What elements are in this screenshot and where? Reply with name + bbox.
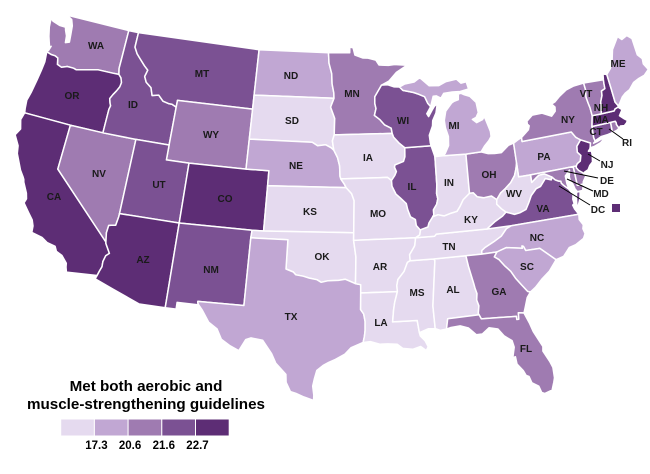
svg-text:NM: NM bbox=[203, 265, 219, 276]
svg-text:DE: DE bbox=[600, 176, 614, 187]
svg-text:SD: SD bbox=[285, 116, 299, 127]
svg-text:WI: WI bbox=[397, 116, 409, 127]
svg-text:OK: OK bbox=[315, 252, 331, 263]
svg-text:AZ: AZ bbox=[136, 255, 149, 266]
svg-text:DC: DC bbox=[591, 205, 605, 216]
svg-text:GA: GA bbox=[492, 287, 507, 298]
svg-text:MA: MA bbox=[593, 115, 609, 126]
svg-text:NE: NE bbox=[289, 161, 303, 172]
svg-text:Met both aerobic and: Met both aerobic and bbox=[70, 378, 223, 395]
svg-text:PA: PA bbox=[537, 152, 550, 163]
svg-text:WA: WA bbox=[88, 41, 104, 52]
svg-text:MT: MT bbox=[195, 69, 209, 80]
svg-text:AR: AR bbox=[373, 262, 388, 273]
svg-text:RI: RI bbox=[622, 138, 632, 149]
svg-text:TN: TN bbox=[442, 242, 455, 253]
svg-text:NC: NC bbox=[530, 233, 544, 244]
svg-text:VT: VT bbox=[580, 89, 593, 100]
svg-text:ME: ME bbox=[611, 59, 626, 70]
svg-text:NY: NY bbox=[561, 115, 575, 126]
svg-text:MS: MS bbox=[410, 288, 425, 299]
svg-text:22.7: 22.7 bbox=[186, 440, 208, 452]
svg-text:NH: NH bbox=[594, 103, 608, 114]
svg-text:MO: MO bbox=[370, 209, 386, 220]
svg-text:SC: SC bbox=[520, 262, 534, 273]
svg-text:MD: MD bbox=[593, 189, 609, 200]
svg-text:CA: CA bbox=[47, 192, 61, 203]
svg-text:KS: KS bbox=[303, 207, 317, 218]
svg-text:NJ: NJ bbox=[601, 160, 614, 171]
svg-text:CO: CO bbox=[218, 194, 233, 205]
svg-text:IA: IA bbox=[363, 153, 373, 164]
svg-text:OR: OR bbox=[65, 91, 81, 102]
svg-text:CT: CT bbox=[589, 127, 602, 138]
svg-text:IN: IN bbox=[444, 178, 454, 189]
svg-text:ND: ND bbox=[284, 71, 298, 82]
svg-text:LA: LA bbox=[374, 318, 387, 329]
svg-text:UT: UT bbox=[152, 180, 165, 191]
svg-text:FL: FL bbox=[520, 344, 532, 355]
svg-text:IL: IL bbox=[408, 182, 417, 193]
svg-text:ID: ID bbox=[128, 100, 138, 111]
svg-text:MN: MN bbox=[344, 89, 360, 100]
svg-text:muscle-strengthening guideline: muscle-strengthening guidelines bbox=[27, 396, 265, 413]
svg-text:OH: OH bbox=[482, 170, 497, 181]
svg-text:MI: MI bbox=[448, 121, 459, 132]
svg-text:VA: VA bbox=[536, 204, 549, 215]
svg-text:KY: KY bbox=[464, 215, 478, 226]
svg-text:AL: AL bbox=[446, 285, 459, 296]
svg-text:WV: WV bbox=[506, 189, 522, 200]
svg-text:20.6: 20.6 bbox=[119, 440, 141, 452]
svg-text:NV: NV bbox=[92, 169, 106, 180]
svg-text:TX: TX bbox=[285, 312, 298, 323]
svg-text:21.6: 21.6 bbox=[153, 440, 175, 452]
svg-text:17.3: 17.3 bbox=[85, 440, 107, 452]
svg-text:WY: WY bbox=[203, 130, 219, 141]
